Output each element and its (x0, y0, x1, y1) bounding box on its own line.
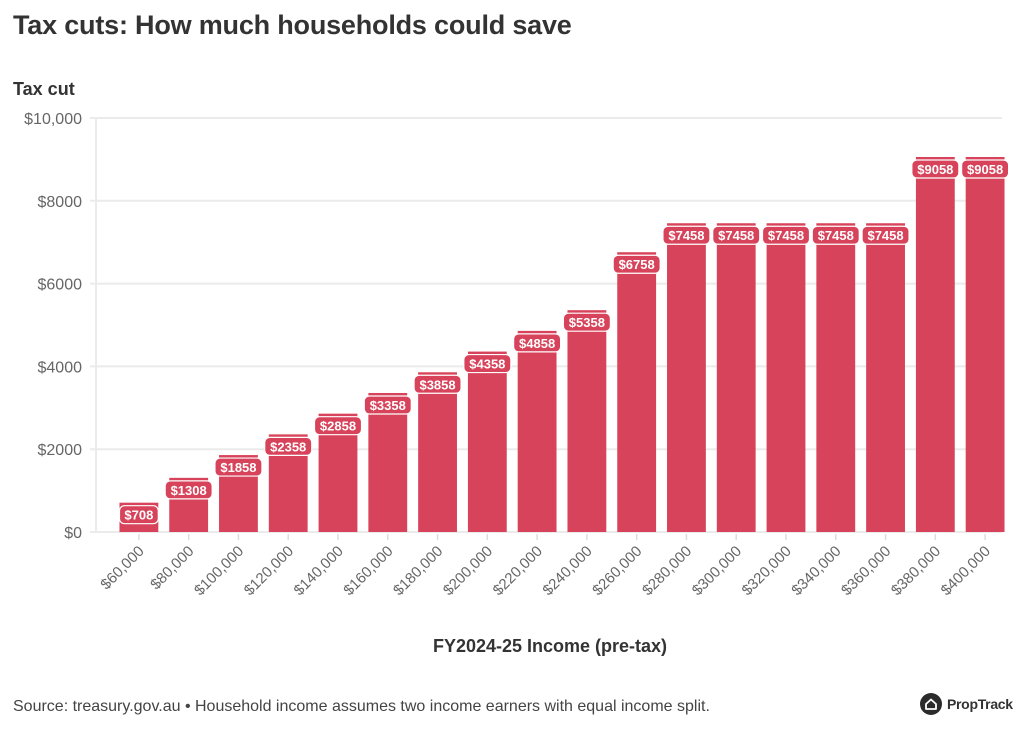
x-tick-label: $200,000 (440, 543, 496, 599)
data-label: $4858 (519, 336, 555, 351)
x-tick-label: $160,000 (340, 543, 396, 599)
y-axis-title: Tax cut (13, 79, 75, 99)
data-label-bg (118, 505, 159, 525)
bar (418, 372, 457, 532)
data-label: $3358 (370, 398, 406, 413)
y-axis-ticks: $0 $2000 $4000 $6000 $8000 $10,000 (24, 111, 82, 542)
data-label: $7458 (818, 228, 854, 243)
data-label: $1308 (171, 483, 207, 498)
bar-chart: $0 $2000 $4000 $6000 $8000 $10,000 $60,000 $80… (24, 111, 1010, 599)
data-label: $7458 (668, 228, 704, 243)
data-label: $3858 (419, 377, 455, 392)
data-label-bg (761, 225, 811, 245)
y-tick-label: $6000 (38, 277, 83, 294)
y-tick-label: $10,000 (24, 111, 82, 128)
data-label-bg (513, 333, 562, 353)
x-tick-label: $240,000 (539, 543, 595, 599)
data-label: $708 (124, 508, 153, 523)
data-label-bg (662, 225, 711, 245)
data-label-bg (712, 225, 761, 245)
data-label-bg (214, 457, 263, 477)
chart-title: Tax cuts: How much households could save (13, 10, 572, 40)
source-note: Source: treasury.gov.au • Household inco… (13, 698, 710, 715)
data-label: $1858 (220, 460, 256, 475)
x-tick-label: $220,000 (490, 543, 546, 599)
data-label-bg (861, 225, 910, 245)
data-label: $9058 (967, 162, 1003, 177)
data-label-bg (313, 416, 363, 436)
x-tick-label: $100,000 (191, 543, 247, 599)
x-tick-label: $360,000 (838, 543, 894, 599)
data-label-bg (911, 159, 960, 179)
data-label-bg (413, 374, 462, 394)
x-tick-label: $380,000 (888, 543, 944, 599)
x-tick-label: $300,000 (689, 543, 745, 599)
bar (766, 223, 806, 532)
bar (915, 156, 955, 533)
x-axis-ticks: $60,000 $80,000$100,000$120,000$140,000$1… (97, 534, 994, 599)
brand-logo: PropTrack (920, 693, 1013, 715)
x-tick-label: $60,000 (97, 543, 147, 593)
bar (965, 156, 1005, 533)
bar (716, 223, 756, 532)
data-label-bg (463, 353, 512, 374)
bar (517, 330, 557, 532)
bar (816, 223, 856, 532)
data-label: $2858 (320, 419, 356, 434)
y-tick-label: $4000 (38, 359, 83, 376)
y-tick-label: $2000 (38, 442, 83, 459)
x-tick-label: $80,000 (147, 543, 197, 593)
x-tick-label: $400,000 (938, 543, 994, 599)
data-label: $4358 (469, 357, 505, 372)
data-label-bg (961, 159, 1010, 179)
x-tick-label: $320,000 (739, 543, 795, 599)
x-tick-label: $120,000 (241, 543, 297, 599)
bar (866, 223, 905, 532)
y-tick-label: $8000 (38, 194, 83, 211)
brand-name: PropTrack (947, 696, 1013, 712)
data-label-bg (363, 395, 412, 415)
data-label-bg (264, 436, 313, 456)
data-label-bg (811, 225, 860, 245)
bar (467, 351, 507, 532)
data-label: $7458 (867, 228, 903, 243)
data-labels: $708 $1308 $1858 $2358 $2858 $3358 $3858 $4358 $… (118, 159, 1010, 525)
x-tick-label: $340,000 (788, 543, 844, 599)
y-tick-label: $0 (64, 525, 82, 542)
data-label: $5358 (569, 315, 605, 330)
data-label: $9058 (917, 162, 953, 177)
bar (667, 223, 706, 532)
data-label: $2358 (270, 439, 306, 454)
bar (617, 252, 657, 532)
data-label-bg (164, 480, 213, 500)
x-tick-label: $280,000 (639, 543, 695, 599)
bar (368, 392, 408, 532)
x-axis-title: FY2024-25 Income (pre-tax) (432, 636, 668, 656)
house-icon (920, 693, 942, 715)
data-label: $7458 (718, 228, 754, 243)
data-label-bg (612, 254, 661, 274)
data-label: $7458 (768, 228, 804, 243)
data-label: $6758 (619, 257, 655, 272)
x-tick-label: $180,000 (390, 543, 446, 599)
x-tick-label: $260,000 (589, 543, 645, 599)
bar (567, 310, 607, 532)
x-tick-label: $140,000 (291, 543, 347, 599)
data-label-bg (562, 312, 611, 332)
